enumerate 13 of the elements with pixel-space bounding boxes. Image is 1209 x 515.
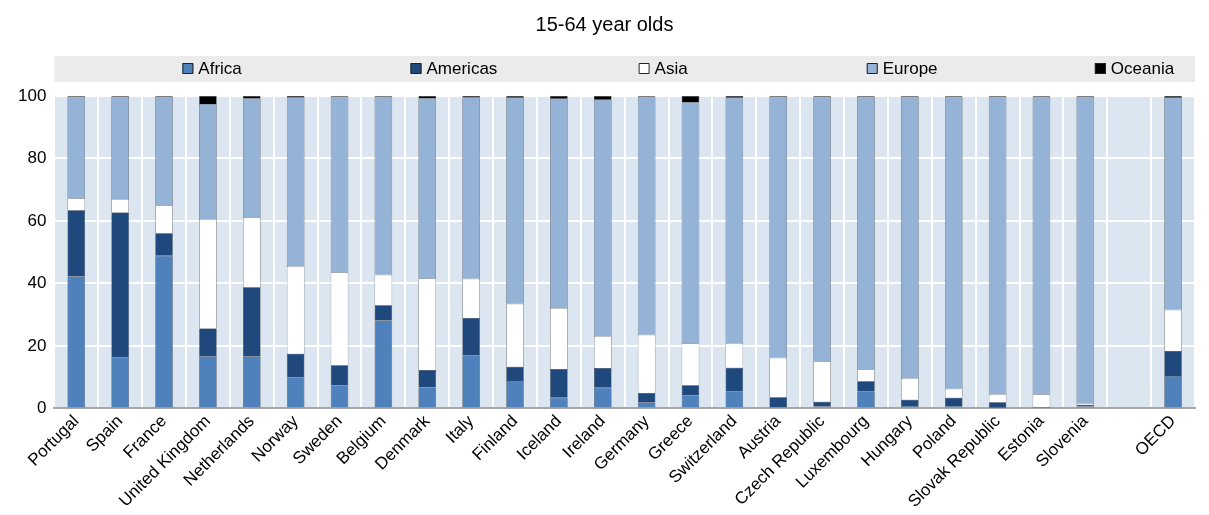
y-tick-label: 100 xyxy=(17,85,47,105)
x-tick-label: Italy xyxy=(441,410,478,447)
legend-label: Americas xyxy=(426,58,498,78)
legend-label: Oceania xyxy=(1110,58,1175,78)
legend-label: Africa xyxy=(198,58,243,78)
y-tick-label: 40 xyxy=(27,273,47,293)
chart-title: 15-64 year olds xyxy=(534,12,675,37)
y-tick-label: 60 xyxy=(27,210,47,230)
y-tick-label: 0 xyxy=(36,398,47,418)
y-tick-label: 20 xyxy=(27,335,47,355)
legend-label: Europe xyxy=(882,58,938,78)
legend-label: Asia xyxy=(654,58,689,78)
y-tick-label: 80 xyxy=(27,148,47,168)
